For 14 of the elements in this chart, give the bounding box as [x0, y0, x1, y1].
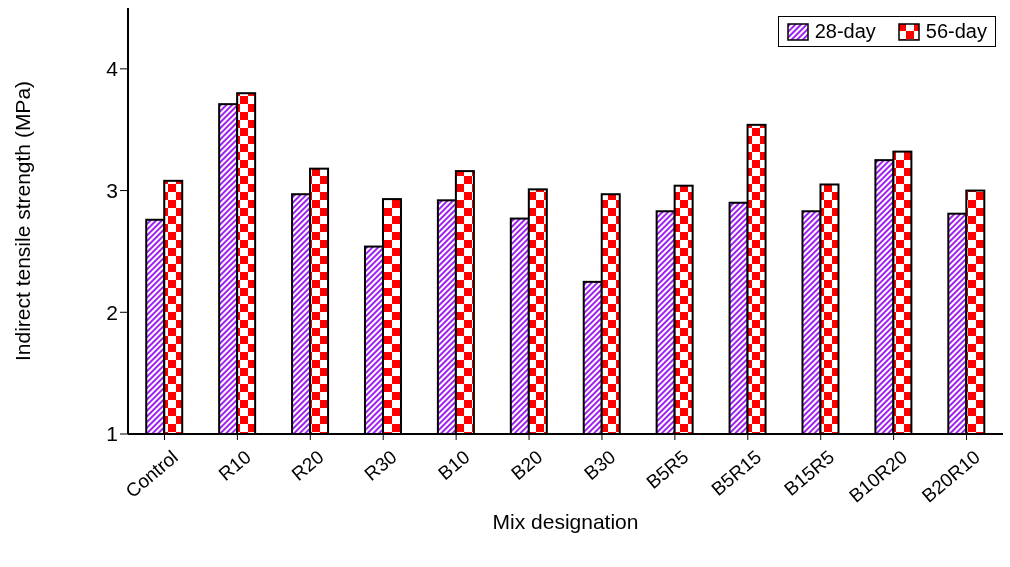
y-axis-title: Indirect tensile strength (MPa) — [11, 80, 35, 362]
x-tick-label: R20 — [287, 446, 328, 485]
y-tick-label: 3 — [106, 179, 118, 203]
x-tick-label: R30 — [360, 446, 401, 485]
legend-label: 56-day — [925, 20, 987, 43]
y-tick-label: 2 — [106, 300, 118, 324]
legend-label: 28-day — [814, 20, 876, 43]
x-tick-label: R10 — [214, 446, 255, 485]
x-tick-label: B30 — [580, 446, 620, 485]
x-axis-title: Mix designation — [492, 510, 639, 533]
x-tick-label: B20 — [507, 446, 547, 485]
y-tick-label: 4 — [106, 57, 119, 81]
x-tick-label: B10 — [434, 446, 474, 485]
y-tick-label: 1 — [106, 422, 118, 446]
